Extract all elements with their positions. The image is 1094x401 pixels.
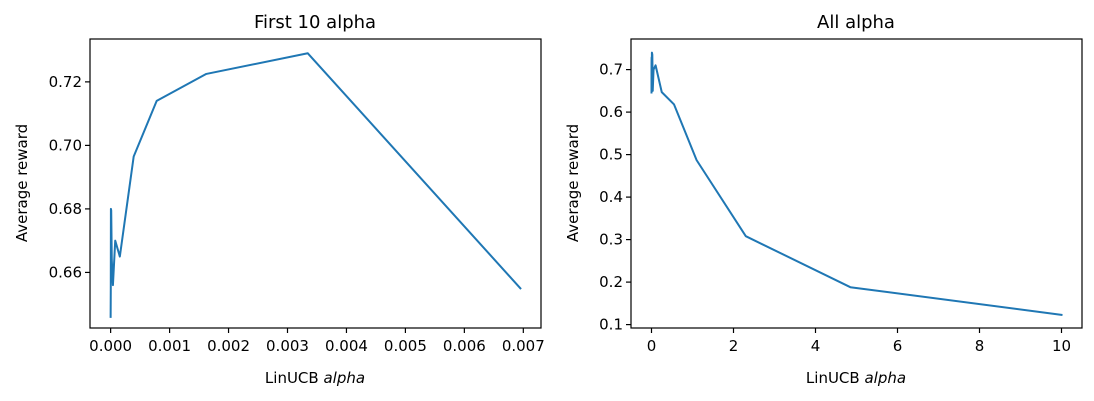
right-series-line <box>650 51 1063 316</box>
right-x-axis-label-variable: alpha <box>864 369 906 387</box>
right-x-tick-label: 10 <box>1052 337 1071 355</box>
left-x-tick-label: 0.005 <box>384 337 427 355</box>
left-x-axis-label-prefix: LinUCB <box>265 369 324 387</box>
left-x-tick-label: 0.002 <box>207 337 250 355</box>
right-x-tick-label: 6 <box>893 337 903 355</box>
right-y-tick-label: 0.6 <box>599 103 623 121</box>
right-y-tick-label: 0.5 <box>599 146 623 164</box>
left-chart-title: First 10 alpha <box>254 12 376 33</box>
right-y-tick-label: 0.1 <box>599 316 623 334</box>
left-plot-series-layer <box>109 52 522 318</box>
right-y-axis-label: Average reward <box>564 124 582 242</box>
right-y-tick-label: 0.2 <box>599 273 623 291</box>
right-subplot: All alpha 0 2 4 6 8 10 0.1 0.2 0.3 0.4 0.5 0.6 0.7 L… <box>564 12 1083 387</box>
right-x-axis-label-prefix: LinUCB <box>806 369 865 387</box>
right-plot-frame <box>630 38 1083 329</box>
right-x-tick-label: 4 <box>811 337 821 355</box>
right-y-tick-label: 0.3 <box>599 231 623 249</box>
left-ticks-layer: 0.000 0.001 0.002 0.003 0.004 0.005 0.006 0.007… <box>49 73 545 355</box>
right-x-axis-label: LinUCB alpha <box>806 369 906 387</box>
right-ticks-layer: 0 2 4 6 8 10 0.1 0.2 0.3 0.4 0.5 0.6 0.7 <box>599 61 1071 355</box>
left-x-tick-label: 0.001 <box>148 337 191 355</box>
left-y-tick-label: 0.68 <box>49 200 82 218</box>
left-x-tick-label: 0.004 <box>325 337 368 355</box>
right-chart-title: All alpha <box>817 12 895 33</box>
left-y-tick-label: 0.70 <box>49 136 82 154</box>
right-x-tick-label: 2 <box>729 337 739 355</box>
left-x-tick-label: 0.003 <box>266 337 309 355</box>
left-x-tick-label: 0.000 <box>89 337 132 355</box>
left-series-line <box>109 52 522 318</box>
right-y-tick-label: 0.4 <box>599 188 623 206</box>
left-y-tick-label: 0.66 <box>49 263 82 281</box>
right-y-tick-label: 0.7 <box>599 61 623 79</box>
left-y-axis-label: Average reward <box>13 124 31 242</box>
left-x-axis-label: LinUCB alpha <box>265 369 365 387</box>
left-x-tick-label: 0.006 <box>443 337 486 355</box>
right-plot-series-layer <box>650 51 1063 316</box>
left-subplot: First 10 alpha 0.000 0.001 0.002 0.003 0.004… <box>13 12 545 387</box>
left-y-tick-label: 0.72 <box>49 73 82 91</box>
right-x-tick-label: 8 <box>975 337 985 355</box>
right-x-tick-label: 0 <box>647 337 657 355</box>
left-plot-frame <box>89 38 542 329</box>
left-x-axis-label-variable: alpha <box>323 369 365 387</box>
left-x-tick-label: 0.007 <box>502 337 545 355</box>
